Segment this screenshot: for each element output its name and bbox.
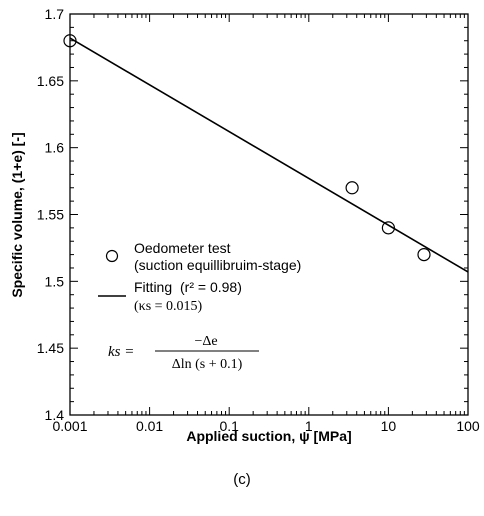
- y-tick-label: 1.65: [37, 73, 64, 89]
- legend-label-oedometer-line2: (suction equillibruim-stage): [134, 257, 301, 273]
- x-tick-label: 100: [456, 418, 480, 434]
- plot-area: 0.001 0.01 0.1 1 10 100 1.4 1.45 1.5 1.55 1.6 1.65…: [37, 6, 480, 434]
- data-point: [417, 248, 431, 262]
- y-tick-label: 1.45: [37, 340, 64, 356]
- equation-lhs: ks =: [108, 344, 134, 360]
- legend-fitting-kappa: (κs = 0.015): [134, 299, 203, 314]
- legend-label-fitting: Fitting (r² = 0.98): [134, 279, 242, 295]
- x-axis-tick-labels: 0.001 0.01 0.1 1 10 100: [52, 418, 479, 434]
- x-tick-label: 1: [305, 418, 313, 434]
- y-tick-label: 1.4: [45, 407, 65, 423]
- x-tick-label: 10: [381, 418, 397, 434]
- y-tick-label: 1.7: [45, 6, 65, 22]
- equation-denominator: Δln (s + 0.1): [172, 357, 243, 372]
- legend: Oedometer test (suction equillibruim-sta…: [98, 240, 301, 314]
- legend-label-oedometer: Oedometer test: [134, 240, 231, 256]
- y-axis-title: Specific volume, (1+e) [-]: [9, 132, 25, 297]
- data-points-layer: [63, 34, 431, 262]
- legend-marker-oedometer: [105, 249, 119, 263]
- y-tick-label: 1.6: [45, 140, 65, 156]
- legend-fitting-r2: (r² = 0.98): [180, 279, 242, 295]
- fitting-line: [69, 37, 469, 273]
- y-axis-tick-labels: 1.4 1.45 1.5 1.55 1.6 1.65 1.7: [37, 6, 64, 423]
- x-tick-label: 0.01: [136, 418, 163, 434]
- y-tick-label: 1.55: [37, 207, 64, 223]
- y-axis-ticks: [70, 13, 468, 416]
- x-tick-label: 0.1: [219, 418, 239, 434]
- fitting-line-layer: [69, 37, 469, 273]
- data-point: [63, 34, 77, 48]
- x-axis-ticks: [69, 14, 469, 415]
- equation: ks = −Δe Δln (s + 0.1): [108, 334, 259, 372]
- figure-caption: (c): [233, 471, 251, 488]
- equation-numerator: −Δe: [194, 334, 217, 349]
- data-point: [381, 221, 395, 235]
- x-tick-label: 0.001: [52, 418, 87, 434]
- y-tick-label: 1.5: [45, 273, 65, 289]
- x-axis-title: Applied suction, ψ [MPa]: [186, 428, 351, 444]
- legend-fitting-name: Fitting: [134, 279, 172, 295]
- data-point: [345, 181, 359, 195]
